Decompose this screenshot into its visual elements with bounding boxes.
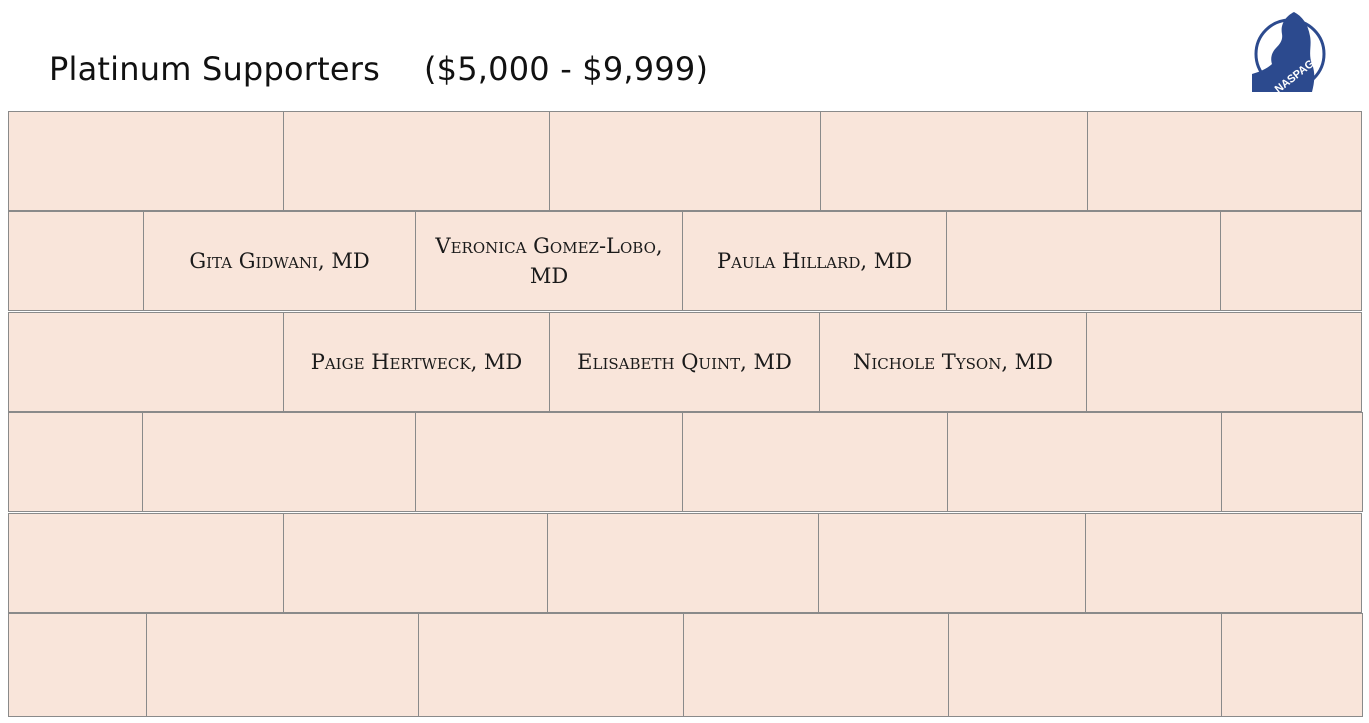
brick [145,613,420,717]
brick [819,111,1089,211]
brick [8,613,147,717]
supporter-brick: Nichole Tyson, MD [818,312,1088,412]
brick [8,111,284,211]
brick-row [8,412,1364,512]
naspag-logo: NASPAG [1252,12,1326,92]
brick [282,513,549,613]
brick [947,412,1222,512]
brick [1220,412,1363,512]
brick [8,513,284,613]
brick-row [8,613,1364,717]
supporter-wall: Gita Gidwani, MD Veronica Gomez-Lobo, MD… [8,111,1364,717]
brick-row [8,513,1364,613]
brick [415,412,683,512]
supporter-brick: Elisabeth Quint, MD [549,312,820,412]
brick [948,613,1222,717]
brick-row [8,111,1364,211]
page-title: Platinum Supporters ($5,000 - $9,999) [49,50,708,88]
brick [1220,613,1363,717]
supporter-brick: Veronica Gomez-Lobo, MD [415,211,683,311]
title-range: ($5,000 - $9,999) [423,50,709,88]
brick [8,412,143,512]
supporter-brick: Paige Hertweck, MD [282,312,551,412]
brick-row: Paige Hertweck, MD Elisabeth Quint, MD N… [8,312,1364,412]
brick [8,312,284,412]
title-text: Platinum Supporters [49,50,380,88]
supporter-brick: Gita Gidwani, MD [142,211,417,311]
brick [418,613,684,717]
brick [817,513,1087,613]
brick [946,211,1221,311]
brick [141,412,417,512]
brick [8,211,144,311]
supporter-brick: Paula Hillard, MD [681,211,948,311]
brick [549,111,821,211]
brick-row: Gita Gidwani, MD Veronica Gomez-Lobo, MD… [8,211,1364,311]
brick [1085,513,1362,613]
brick [681,412,949,512]
brick [682,613,950,717]
brick [1087,111,1362,211]
brick [1086,312,1362,412]
brick [282,111,551,211]
brick [547,513,819,613]
brick [1219,211,1362,311]
